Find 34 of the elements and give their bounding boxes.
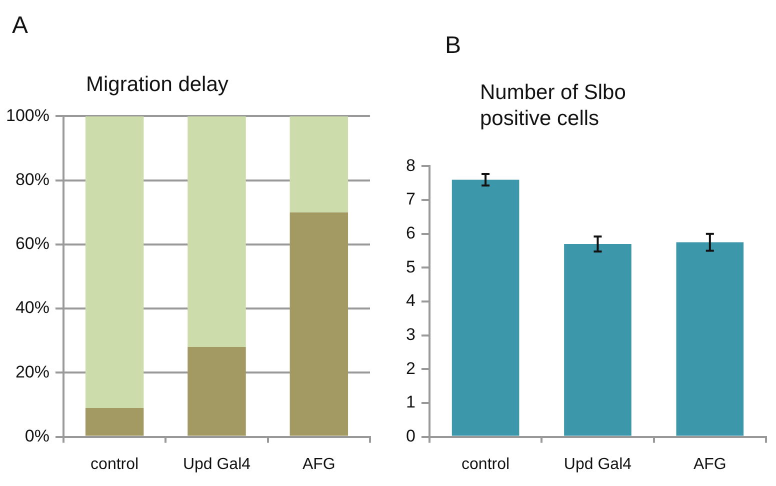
y-tick-label: 0 (406, 426, 416, 446)
x-tick-label: Upd Gal4 (564, 456, 632, 473)
y-tick-label: 1 (406, 392, 416, 412)
bar (85, 116, 144, 408)
x-tick-label: AFG (302, 456, 336, 473)
chart-title: Number of Slbo positive cells (480, 80, 627, 132)
y-tick-label: 100% (6, 106, 50, 125)
x-tick-label: control (90, 456, 139, 473)
bar (564, 244, 632, 436)
y-tick-label: 60% (15, 234, 50, 254)
y-tick-label: 2 (406, 358, 416, 378)
y-tick-label: 5 (406, 257, 416, 276)
y-tick-label: 3 (406, 325, 416, 344)
y-tick-label: 8 (406, 156, 416, 175)
y-tick-label: 80% (15, 170, 50, 190)
y-tick-label: 20% (15, 362, 50, 382)
y-tick-label: 6 (406, 224, 416, 243)
x-tick-label: Upd Gal4 (182, 456, 251, 473)
x-tick-label: AFG (693, 456, 726, 473)
text: A (12, 12, 28, 40)
y-tick-label: 4 (406, 291, 416, 310)
bar (290, 212, 348, 436)
y-tick-label: 7 (406, 190, 416, 209)
bar (85, 408, 144, 436)
x-tick-label: control (462, 456, 510, 473)
chart-title: Migration delay (86, 72, 230, 98)
bar (188, 116, 246, 348)
y-tick-label: 40% (15, 298, 50, 318)
text: B (445, 32, 462, 60)
bar (676, 242, 744, 436)
bar (452, 180, 520, 436)
y-tick-label: 0% (24, 426, 50, 446)
bar (188, 347, 246, 436)
bar (290, 116, 348, 212)
